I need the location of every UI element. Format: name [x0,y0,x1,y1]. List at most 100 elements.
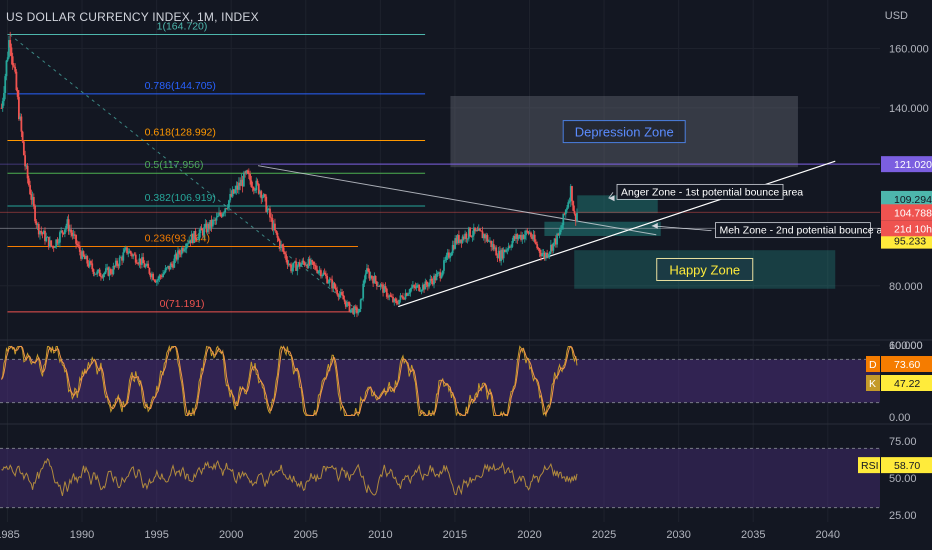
candle-body [224,208,227,213]
candle-body [420,290,423,291]
candle [388,294,391,301]
candle-body [185,244,188,249]
candle [124,245,127,251]
candle-body [259,191,261,194]
candle-body [333,283,336,288]
candle [512,235,515,243]
candle [400,295,403,298]
candle [455,235,458,245]
candle [347,301,350,306]
candle [287,260,290,267]
candle [141,253,143,269]
candle-body [179,253,182,255]
candle-body [382,284,384,293]
candle [109,267,112,275]
candle-body [210,219,213,227]
candle [154,279,157,283]
candle-body [108,269,111,276]
stochastic-series-name: K [869,378,876,390]
candle-body [462,236,465,239]
candle-body [316,269,319,273]
candle-body [479,228,481,231]
candle [24,150,27,171]
candle [576,208,578,223]
candle-body [511,240,514,247]
candle-body [52,246,55,248]
candle-body [39,230,41,235]
candle [353,305,356,317]
candle-body [68,229,71,232]
candle [228,199,230,212]
candle-body [362,283,365,299]
candle [433,273,435,289]
candle-body [487,241,490,242]
candle-body [133,254,136,256]
candle-body [1,101,4,109]
candle-body [339,292,342,295]
candle [378,285,381,287]
candle [59,230,61,248]
candle-body [326,275,329,284]
happy-zone-label-box [656,257,754,281]
candle [486,233,489,243]
candle [97,269,100,274]
candle [153,279,156,283]
candle [174,249,177,264]
candle [332,281,335,292]
candle-body [122,252,125,261]
anger-zone [577,195,658,214]
candle [328,277,331,287]
candle-body [32,197,35,207]
candle-body [449,255,452,258]
candle [429,274,432,286]
candle [413,284,416,291]
candle-body [554,238,557,245]
candle [195,237,198,243]
candle [206,221,209,235]
x-tick-label: 2015 [443,529,467,541]
candle-body [83,256,86,260]
candle-body [203,227,205,236]
candle-body [297,262,300,266]
candle-body [302,260,305,263]
candle-body [136,262,138,264]
stochastic-value-label: 47.22 [894,378,920,390]
callout-box [715,222,871,239]
candle-body [239,182,242,186]
candle [68,224,71,235]
candle-body [118,257,121,266]
candle [461,234,464,244]
y-tick-label: 60.000 [889,340,923,352]
candle-body [24,155,27,167]
candle [357,308,360,316]
candle [15,69,18,92]
candle [402,292,404,300]
candle [352,305,355,315]
candle [336,286,338,296]
candle-body [63,229,66,234]
callout-arrow-head [651,222,658,229]
stochastic-series-tag [866,356,880,373]
candle-body [553,238,556,243]
candle [523,230,526,243]
candle [138,253,141,268]
candle-body [98,269,101,277]
candle-body [364,273,367,280]
candle [82,250,85,257]
candle [554,235,557,248]
candle-body [10,47,13,57]
candle [369,271,372,281]
candle [132,253,135,260]
candle [90,260,92,266]
candle-body [331,279,334,289]
grid-lines [0,0,880,522]
price-badge [881,190,932,207]
candle-body [280,244,283,249]
candle-body [324,274,327,276]
candle [425,279,428,288]
candle-body [464,233,467,239]
candle-body [117,265,120,267]
candle-body [375,281,378,287]
candle [532,229,535,242]
